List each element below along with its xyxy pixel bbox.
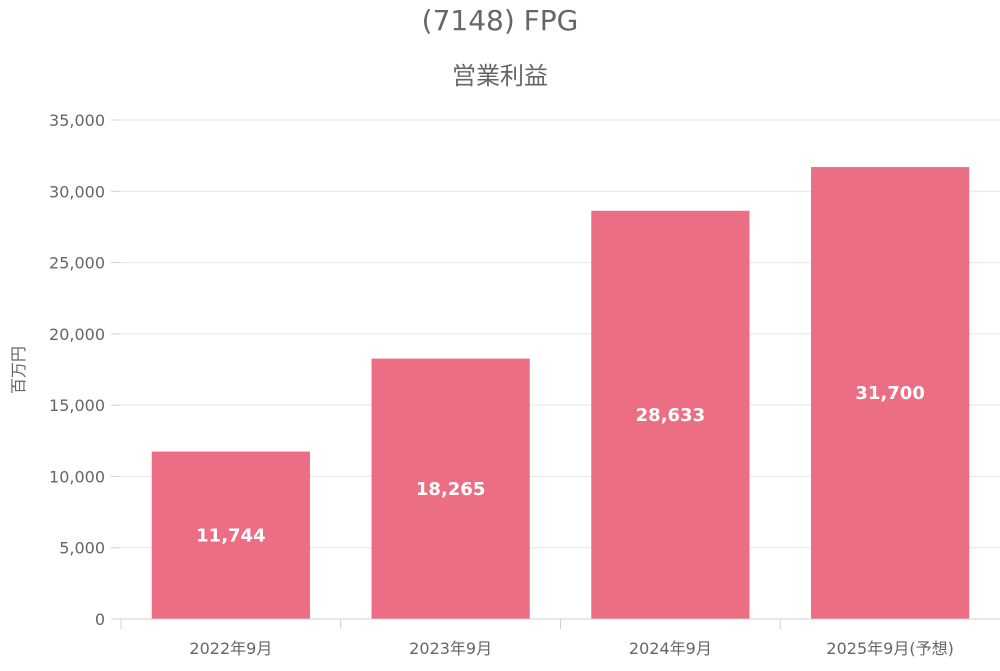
y-tick-label: 25,000 — [49, 254, 105, 273]
y-tick-label: 35,000 — [49, 111, 105, 130]
y-tick-label: 0 — [95, 610, 105, 629]
data-labels: 11,744 18,265 28,633 31,700 — [196, 383, 925, 546]
x-tick-label: 2022年9月 — [189, 639, 272, 658]
y-axis-ticks: 0 5,000 10,000 15,000 20,000 25,000 30,000 35,0… — [49, 111, 121, 629]
y-tick-label: 10,000 — [49, 467, 105, 486]
bar-value-label: 18,265 — [416, 479, 485, 500]
y-tick-label: 20,000 — [49, 325, 105, 344]
bar-value-label: 31,700 — [855, 383, 924, 404]
x-axis-ticks: 2022年9月 2023年9月 2024年9月 2025年9月(予想) — [120, 619, 954, 658]
chart-subtitle: 営業利益 — [452, 62, 548, 90]
x-tick-label: 2023年9月 — [409, 639, 492, 658]
bar-value-label: 11,744 — [196, 525, 265, 546]
y-tick-label: 30,000 — [49, 182, 105, 201]
x-tick-label: 2025年9月(予想) — [826, 639, 953, 658]
bar — [371, 358, 530, 619]
bar — [811, 167, 970, 619]
bar-value-label: 28,633 — [636, 405, 705, 426]
x-tick-label: 2024年9月 — [629, 639, 712, 658]
y-tick-label: 15,000 — [49, 396, 105, 415]
bar — [151, 451, 310, 619]
bars — [151, 167, 970, 620]
bar — [591, 210, 750, 620]
y-axis-label: 百万円 — [9, 346, 28, 394]
y-tick-label: 5,000 — [59, 539, 105, 558]
chart-title: (7148) FPG — [422, 4, 579, 37]
